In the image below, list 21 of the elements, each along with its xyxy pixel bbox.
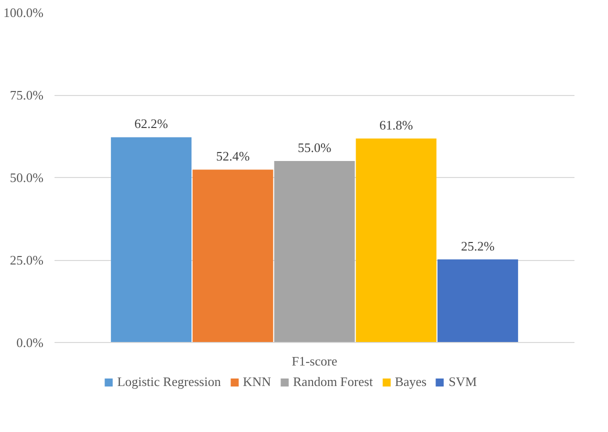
data-label: 25.2% <box>460 238 495 254</box>
y-tick-label: 0.0% <box>16 335 44 350</box>
y-tick-label: 50.0% <box>10 170 44 185</box>
data-label: 62.2% <box>134 116 168 132</box>
bar <box>356 138 436 342</box>
legend-label: Logistic Regression <box>117 374 221 390</box>
y-tick-label: 25.0% <box>10 252 44 268</box>
y-tick-label: 100.0% <box>3 5 44 20</box>
bar <box>192 170 274 342</box>
x-tick-label: F1-score <box>292 354 338 368</box>
data-label: 55.0% <box>298 140 332 155</box>
legend-label: KNN <box>242 374 271 390</box>
data-label: 61.8% <box>379 118 414 133</box>
legend-label: Random Forest <box>293 374 373 390</box>
legend-label: SVM <box>448 374 477 390</box>
y-tick-label: 75.0% <box>10 88 44 102</box>
bar <box>437 259 518 342</box>
data-label: 52.4% <box>216 148 250 164</box>
legend-label: Bayes <box>394 374 427 390</box>
bar <box>110 137 192 342</box>
bar <box>274 161 355 342</box>
